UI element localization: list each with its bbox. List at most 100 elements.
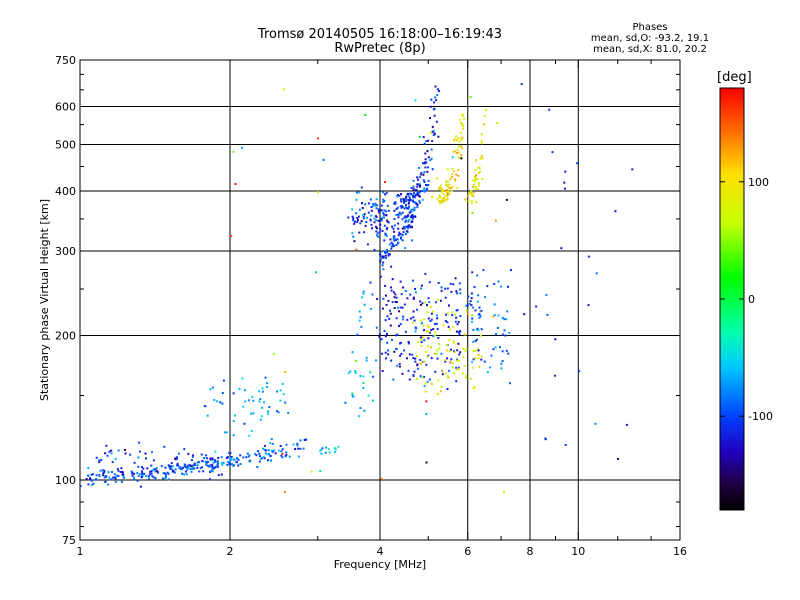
data-point xyxy=(258,460,261,463)
data-point xyxy=(465,309,468,312)
data-point xyxy=(384,284,387,287)
data-point xyxy=(479,334,482,337)
data-point xyxy=(102,474,105,477)
data-point xyxy=(254,452,257,455)
data-point xyxy=(391,225,394,228)
data-point xyxy=(261,406,264,409)
data-point xyxy=(375,359,377,362)
x-tick-label: 10 xyxy=(571,545,585,558)
data-point xyxy=(449,328,451,331)
colorbar-tick-label: 0 xyxy=(748,293,755,306)
data-point xyxy=(446,388,449,390)
data-point xyxy=(405,216,408,219)
data-point xyxy=(419,303,422,306)
data-point xyxy=(114,457,117,460)
data-point xyxy=(414,360,417,363)
data-point xyxy=(351,351,354,354)
data-point xyxy=(362,215,365,218)
data-point xyxy=(396,194,399,196)
data-point xyxy=(384,251,387,254)
data-point xyxy=(164,477,167,479)
data-point xyxy=(358,191,361,194)
data-point xyxy=(377,209,380,212)
data-point xyxy=(411,226,413,229)
data-point xyxy=(375,230,378,233)
data-point xyxy=(377,235,380,238)
data-point xyxy=(436,349,439,352)
data-point xyxy=(469,96,472,98)
data-point xyxy=(103,476,106,479)
data-point xyxy=(388,317,391,320)
data-point xyxy=(380,219,383,222)
data-point xyxy=(321,447,324,450)
data-point xyxy=(433,114,436,117)
data-point xyxy=(382,191,385,194)
data-point xyxy=(355,248,358,251)
data-point xyxy=(370,214,373,217)
data-point xyxy=(446,168,449,171)
data-point xyxy=(320,452,323,455)
data-point xyxy=(421,302,424,305)
data-point xyxy=(396,333,399,336)
data-point xyxy=(415,378,418,380)
data-point xyxy=(294,448,297,450)
data-point xyxy=(437,298,440,301)
data-point xyxy=(460,144,463,147)
data-point xyxy=(587,255,590,258)
data-point xyxy=(174,468,177,471)
data-point xyxy=(508,331,511,334)
data-point xyxy=(452,340,455,343)
data-point xyxy=(477,184,480,187)
data-point xyxy=(454,351,457,353)
data-point xyxy=(466,194,469,197)
data-point xyxy=(386,204,389,207)
data-point xyxy=(426,150,429,153)
data-point xyxy=(481,178,484,180)
data-point xyxy=(92,482,95,485)
data-point xyxy=(462,125,464,127)
data-point xyxy=(232,420,235,422)
data-point xyxy=(523,313,526,316)
data-point xyxy=(418,191,421,194)
data-point xyxy=(457,174,460,177)
data-point xyxy=(191,466,194,469)
data-point xyxy=(430,148,433,151)
data-point xyxy=(440,385,443,388)
data-point xyxy=(302,447,305,450)
data-point xyxy=(412,279,414,282)
data-point xyxy=(501,316,504,319)
data-point xyxy=(327,448,330,451)
data-point xyxy=(429,117,431,119)
data-point xyxy=(386,251,389,254)
data-point xyxy=(458,140,461,143)
data-point xyxy=(414,99,417,102)
data-point xyxy=(380,258,383,261)
data-point xyxy=(382,212,385,215)
data-point xyxy=(280,450,283,453)
data-point xyxy=(452,326,455,329)
data-point xyxy=(476,348,479,351)
data-point xyxy=(394,201,397,204)
data-point xyxy=(401,227,404,230)
data-point xyxy=(466,312,469,315)
data-point xyxy=(376,232,379,235)
data-point xyxy=(401,306,404,309)
data-point xyxy=(220,456,223,459)
data-point xyxy=(79,485,82,488)
data-point xyxy=(406,207,409,210)
data-point xyxy=(371,293,374,296)
data-point xyxy=(402,318,405,321)
data-point xyxy=(453,138,456,141)
data-point xyxy=(90,473,93,476)
data-point xyxy=(418,200,421,203)
y-tick-label: 100 xyxy=(55,474,76,487)
data-point xyxy=(476,300,479,303)
data-point xyxy=(409,293,412,296)
data-point xyxy=(100,459,103,461)
y-tick-label: 500 xyxy=(55,139,76,152)
data-point xyxy=(435,352,438,355)
data-point xyxy=(490,354,493,357)
data-point xyxy=(400,206,403,209)
data-point xyxy=(440,190,443,193)
data-point xyxy=(473,183,475,186)
